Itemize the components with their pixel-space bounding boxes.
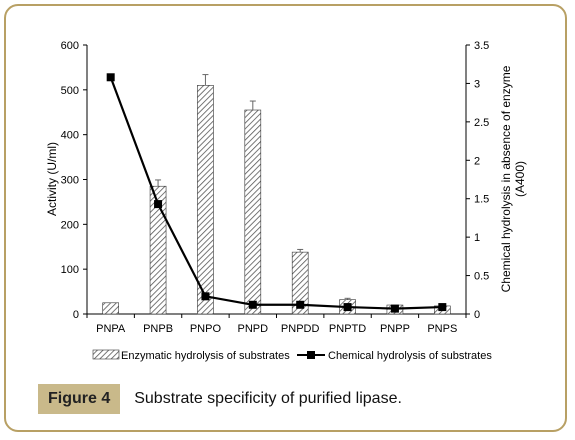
y2-tick-label: 1: [474, 232, 480, 244]
line-point: [390, 304, 399, 313]
y2-axis-label-unit: (A400): [513, 161, 527, 197]
y-axis-label: Activity (U/ml): [45, 142, 59, 216]
line-point: [154, 200, 163, 209]
y-tick-label: 600: [61, 40, 79, 52]
bar: [197, 85, 214, 315]
legend-label-enzymatic: Enzymatic hydrolysis of substrates: [121, 350, 290, 362]
y2-tick-label: 1.5: [474, 194, 489, 206]
x-tick-label: PNPTD: [329, 323, 366, 335]
y-tick-label: 500: [61, 85, 79, 97]
line-point: [296, 300, 305, 309]
line-point: [201, 292, 210, 301]
y2-tick-label: 3: [474, 78, 480, 90]
y2-tick-label: 0: [474, 309, 480, 321]
line-point: [106, 73, 115, 82]
chart: 0 100 200 300 400 500 600 0 0.5 1 1.5 2 2.5 3 3.5 PNPA P…: [45, 40, 527, 362]
figure-caption-text: Substrate specificity of purified lipase…: [134, 390, 402, 407]
x-tick-label: PNPP: [380, 323, 410, 335]
y-tick-label: 400: [61, 130, 79, 142]
figure-label: Figure 4: [38, 384, 121, 414]
line-point: [343, 303, 352, 312]
y-tick-label: 100: [61, 264, 79, 276]
legend-label-chemical: Chemical hydrolysis of substrates: [328, 350, 492, 362]
legend-swatch-enzymatic: [92, 349, 120, 360]
legend-marker-chemical: [307, 351, 315, 359]
y2-tick-label: 2.5: [474, 117, 489, 129]
figure-caption: Figure 4 Substrate specificity of purifi…: [38, 384, 402, 414]
bar: [244, 109, 262, 315]
line-point: [438, 303, 447, 312]
line-point: [248, 300, 257, 309]
y-tick-label: 0: [73, 309, 79, 321]
x-tick-label: PNPD: [238, 323, 269, 335]
x-tick-label: PNPS: [427, 323, 457, 335]
x-tick-label: PNPO: [190, 323, 222, 335]
y-tick-label: 200: [61, 219, 79, 231]
x-tick-label: PNPA: [96, 323, 126, 335]
y2-tick-label: 0.5: [474, 271, 489, 283]
y2-tick-label: 2: [474, 155, 480, 167]
x-tick-label: PNPB: [143, 323, 173, 335]
y2-axis-label: Chemical hydrolysis in absence of enzyme: [499, 65, 513, 292]
chemical-line: [109, 76, 443, 310]
bar: [102, 302, 119, 315]
y-tick-label: 300: [61, 175, 79, 187]
x-tick-label: PNPDD: [281, 323, 320, 335]
y2-tick-label: 3.5: [474, 40, 489, 52]
figure-frame: [4, 4, 567, 432]
